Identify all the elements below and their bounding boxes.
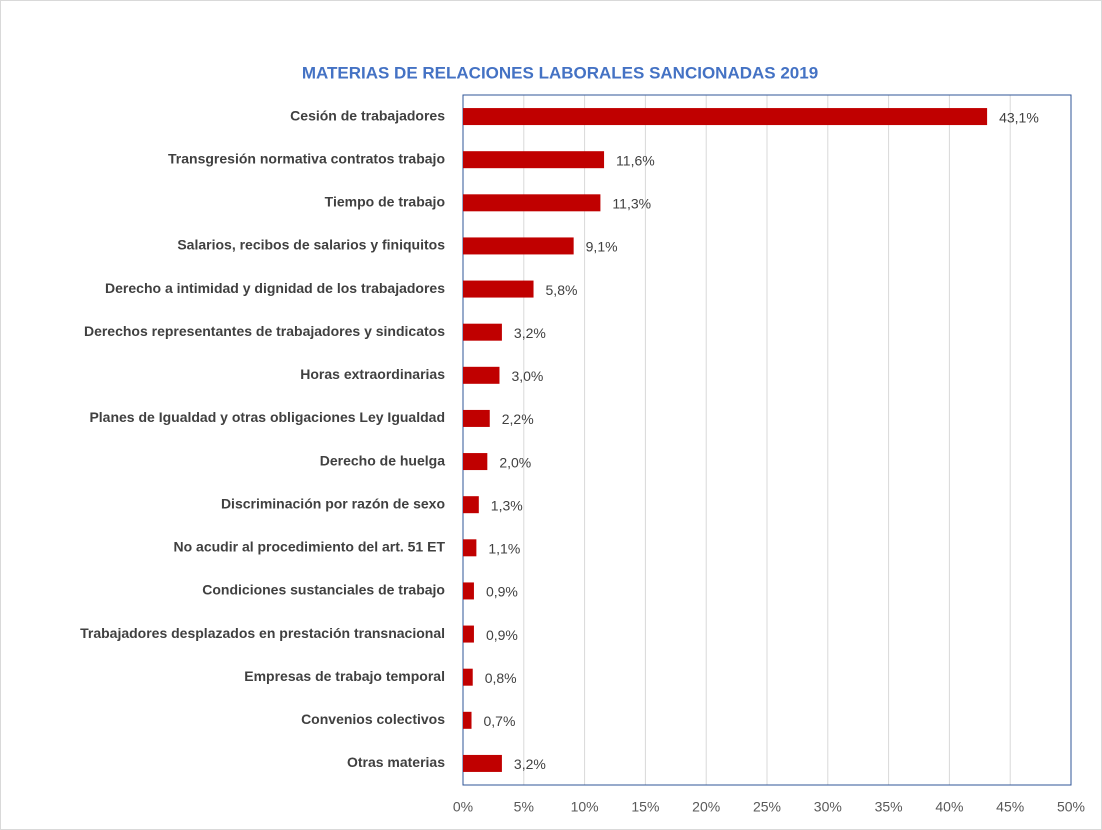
y-tick-label: Discriminación por razón de sexo (221, 495, 445, 511)
value-label: 0,9% (486, 627, 518, 643)
value-label: 1,1% (488, 541, 520, 557)
y-tick-label: Cesión de trabajadores (290, 107, 445, 123)
bar (463, 668, 473, 686)
y-tick-label: Derechos representantes de trabajadores … (84, 323, 445, 339)
y-tick-label: Planes de Igualdad y otras obligaciones … (89, 409, 445, 425)
value-label: 43,1% (999, 109, 1039, 125)
value-label: 2,2% (502, 411, 534, 427)
value-label: 9,1% (586, 239, 618, 255)
bar (463, 582, 474, 600)
y-tick-label: Otras materias (347, 754, 445, 770)
bar (463, 280, 534, 298)
y-tick-label: Salarios, recibos de salarios y finiquit… (177, 237, 445, 253)
y-tick-label: Derecho a intimidad y dignidad de los tr… (105, 280, 445, 296)
bar (463, 409, 490, 427)
value-label: 0,9% (486, 584, 518, 600)
value-label: 3,2% (514, 756, 546, 772)
y-tick-label: No acudir al procedimiento del art. 51 E… (173, 539, 445, 555)
bar (463, 194, 601, 212)
plot-frame (462, 94, 1072, 786)
x-tick-label: 10% (571, 799, 599, 815)
y-tick-label: Empresas de trabajo temporal (244, 668, 445, 684)
y-tick-label: Transgresión normativa contratos trabajo (168, 150, 445, 166)
bar (463, 754, 502, 772)
value-label: 2,0% (499, 454, 531, 470)
x-tick-label: 0% (453, 799, 473, 815)
y-tick-label: Tiempo de trabajo (325, 194, 445, 210)
x-tick-label: 30% (814, 799, 842, 815)
bar (463, 323, 502, 341)
y-tick-label: Derecho de huelga (320, 452, 445, 468)
bar (463, 711, 472, 729)
x-tick-label: 15% (631, 799, 659, 815)
y-tick-label: Horas extraordinarias (300, 366, 445, 382)
bar (463, 151, 605, 169)
x-tick-label: 20% (692, 799, 720, 815)
x-tick-label: 25% (753, 799, 781, 815)
x-tick-label: 50% (1057, 799, 1085, 815)
chart-title: MATERIAS DE RELACIONES LABORALES SANCION… (302, 63, 818, 82)
value-label: 11,3% (612, 196, 651, 212)
bar (463, 366, 500, 384)
x-tick-label: 35% (875, 799, 903, 815)
bar (463, 539, 477, 557)
x-tick-label: 45% (996, 799, 1024, 815)
bar (463, 496, 479, 514)
y-tick-label: Trabajadores desplazados en prestación t… (80, 625, 445, 641)
bar (463, 237, 574, 255)
y-tick-label: Condiciones sustanciales de trabajo (202, 582, 445, 598)
bar (463, 453, 488, 471)
y-tick-label: Convenios colectivos (301, 711, 445, 727)
bar (463, 625, 474, 643)
bar (463, 108, 988, 126)
value-label: 3,2% (514, 325, 546, 341)
value-label: 0,8% (485, 670, 517, 686)
value-label: 3,0% (511, 368, 543, 384)
value-label: 0,7% (484, 713, 516, 729)
x-tick-label: 5% (514, 799, 534, 815)
value-label: 5,8% (546, 282, 578, 298)
value-label: 11,6% (616, 152, 655, 168)
value-label: 1,3% (491, 497, 523, 513)
x-tick-label: 40% (935, 799, 963, 815)
